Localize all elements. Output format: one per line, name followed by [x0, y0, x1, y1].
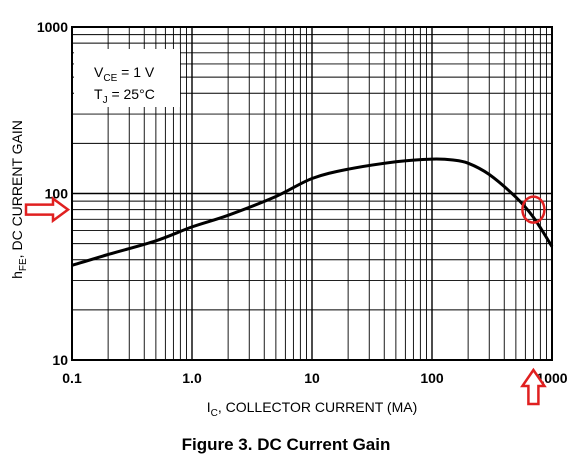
x-axis-label-sub: C	[211, 408, 218, 419]
x-tick-label: 0.1	[62, 370, 82, 386]
x-tick-label: 100	[420, 370, 444, 386]
conditions-box: VCE = 1 V TJ = 25°C	[74, 49, 180, 107]
y-tick-label: 1000	[37, 19, 68, 35]
x-tick-label: 10	[304, 370, 320, 386]
annotations	[24, 195, 547, 406]
x-tick-label: 1.0	[182, 370, 202, 386]
x-axis-label: IC, COLLECTOR CURRENT (MA)	[207, 399, 418, 419]
series-layer	[71, 157, 554, 267]
condition-vce-sub: CE	[103, 73, 117, 84]
condition-tj: TJ = 25°C	[94, 86, 155, 106]
condition-vce-value: = 1 V	[117, 64, 155, 80]
x-tick-label: 1000	[536, 370, 567, 386]
y-axis-label: hFE, DC CURRENT GAIN	[9, 120, 29, 279]
condition-tj-main: T	[94, 86, 103, 102]
condition-vce: VCE = 1 V	[94, 64, 155, 84]
y-tick-label: 100	[45, 186, 69, 202]
x-axis-label-rest: , COLLECTOR CURRENT (MA)	[218, 399, 417, 415]
conditions-box-background	[74, 49, 180, 107]
red-arrow-right-icon	[24, 196, 71, 224]
condition-vce-main: V	[94, 64, 104, 80]
y-axis-label-rest: , DC CURRENT GAIN	[9, 120, 25, 258]
red-arrow-up-icon	[520, 367, 547, 406]
figure-caption: Figure 3. DC Current Gain	[181, 435, 391, 454]
hfe-curve	[71, 157, 554, 267]
tick-labels: 0.1 1.0 10 100 1000 10 100 1000	[37, 19, 568, 386]
condition-tj-value: = 25°C	[108, 86, 155, 102]
y-axis-label-sub: FE	[18, 258, 29, 271]
plot-frame	[71, 26, 553, 361]
condition-tj-sub: J	[103, 95, 108, 106]
red-circle-marker	[521, 195, 546, 224]
y-axis-label-main: h	[9, 271, 25, 279]
x-axis-label-main: I	[207, 399, 211, 415]
dc-current-gain-chart: VCE = 1 V TJ = 25°C 0.1 1.0 10 100 1000 10 100…	[9, 19, 568, 419]
y-tick-label: 10	[52, 352, 68, 368]
